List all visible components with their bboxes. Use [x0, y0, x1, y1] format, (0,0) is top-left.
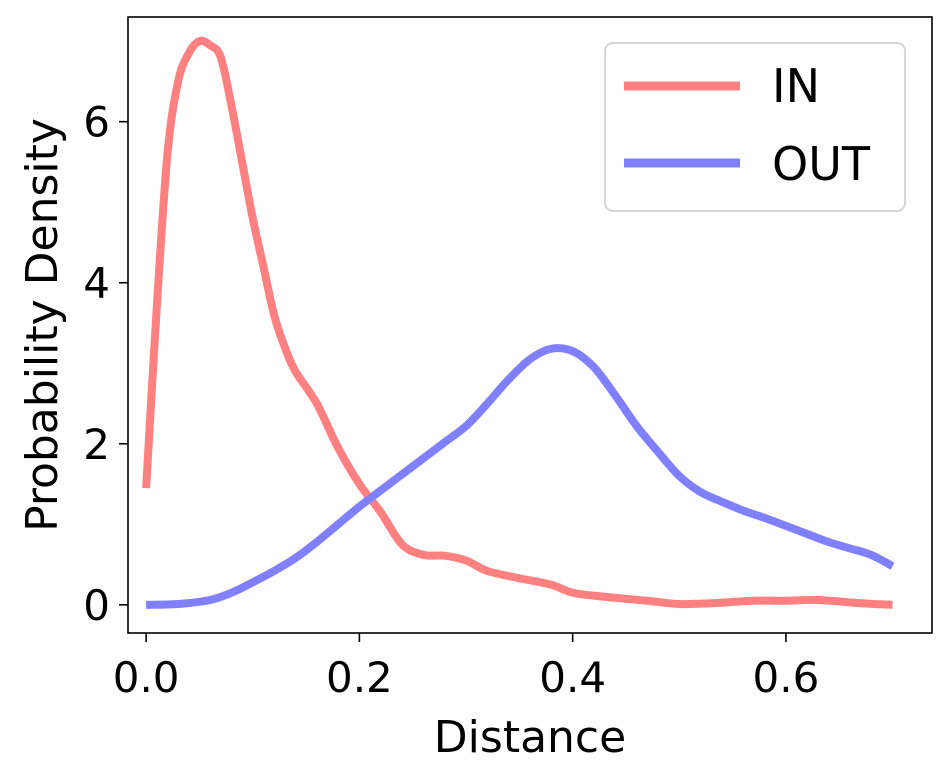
series-line-in: [142, 36, 893, 609]
x-tick-label: 0.4: [539, 653, 606, 702]
y-tick-label: 0: [83, 581, 110, 630]
legend-label-out: OUT: [772, 137, 871, 191]
x-axis-title: Distance: [434, 712, 626, 763]
y-tick-label: 4: [83, 259, 110, 308]
legend-label-in: IN: [772, 59, 820, 113]
x-tick-label: 0.2: [326, 653, 393, 702]
ticks-layer: 0.0 0.2 0.4 0.6 0 2 4 6: [83, 98, 819, 702]
y-tick-label: 6: [83, 98, 110, 147]
x-tick-label: 0.0: [113, 653, 180, 702]
x-tick-label: 0.6: [753, 653, 820, 702]
legend: IN OUT: [604, 42, 906, 212]
series-line-out: [146, 344, 895, 609]
y-axis-title: Probability Density: [17, 118, 68, 532]
series-layer: [142, 36, 895, 609]
plot-frame: [127, 16, 933, 634]
y-tick-label: 2: [83, 420, 110, 469]
